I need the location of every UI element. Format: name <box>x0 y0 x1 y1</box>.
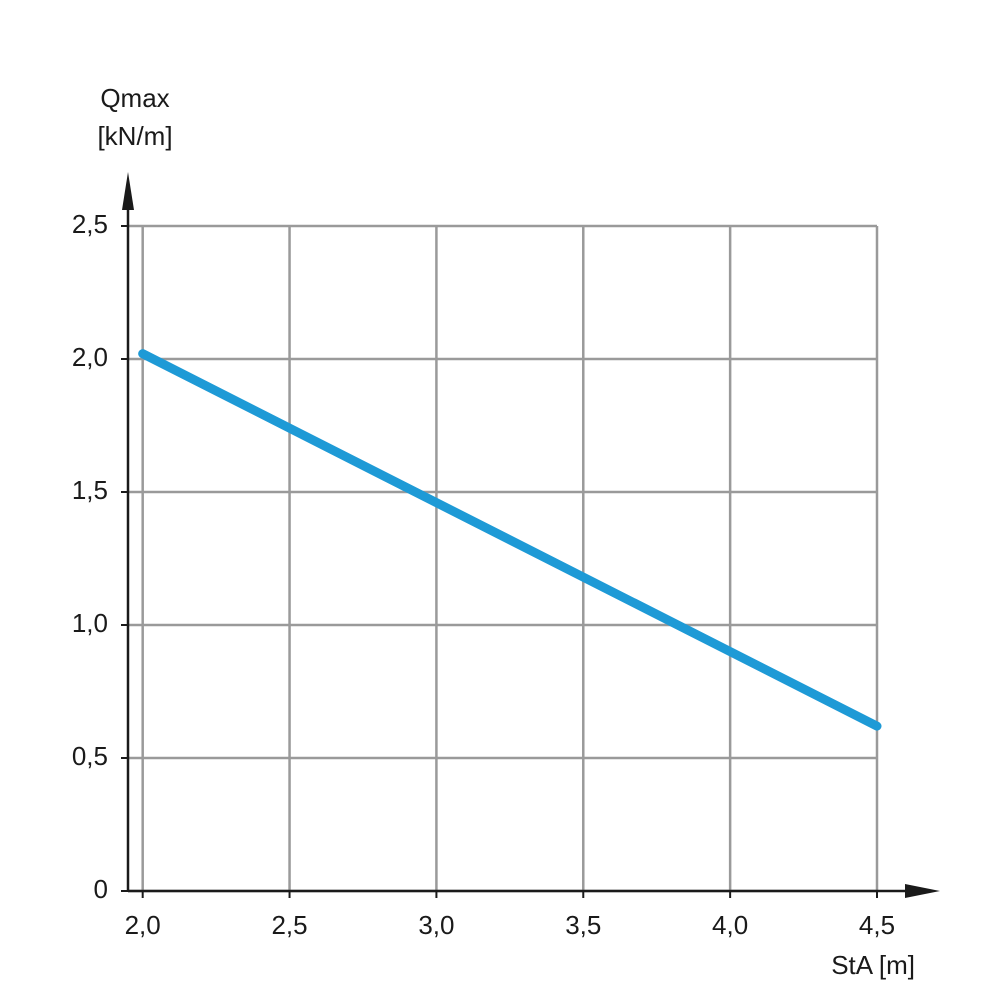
y-tick-label: 0 <box>94 874 108 904</box>
y-axis-unit: [kN/m] <box>97 121 172 151</box>
y-tick-label: 2,5 <box>72 209 108 239</box>
x-tick-label: 2,0 <box>125 910 161 940</box>
y-tick-label: 0,5 <box>72 741 108 771</box>
y-tick-label: 1,5 <box>72 475 108 505</box>
x-tick-label: 2,5 <box>271 910 307 940</box>
x-tick-label: 3,5 <box>565 910 601 940</box>
x-axis-arrow <box>905 884 940 898</box>
y-axis-label: Qmax <box>100 83 169 113</box>
y-tick-label: 1,0 <box>72 608 108 638</box>
x-tick-label: 4,5 <box>859 910 895 940</box>
y-tick-label: 2,0 <box>72 342 108 372</box>
x-axis-label: StA [m] <box>831 950 915 980</box>
x-tick-label: 3,0 <box>418 910 454 940</box>
x-tick-label: 4,0 <box>712 910 748 940</box>
data-line <box>138 349 882 731</box>
y-axis-arrow <box>122 172 134 210</box>
